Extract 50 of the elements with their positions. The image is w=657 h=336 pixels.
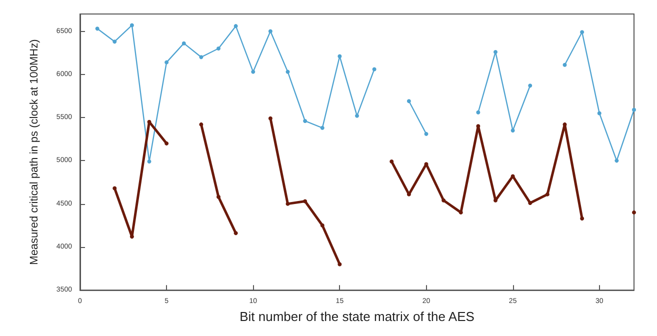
point <box>147 120 152 124</box>
point <box>286 202 290 206</box>
point <box>112 40 117 44</box>
point <box>320 223 324 228</box>
x-axis-title: Bit number of the state matrix of the AES <box>240 309 475 324</box>
point <box>130 23 134 28</box>
point <box>545 192 550 196</box>
point <box>580 216 584 220</box>
point <box>390 160 394 164</box>
point <box>303 118 308 123</box>
point <box>562 122 567 126</box>
point <box>372 67 376 72</box>
point <box>597 111 602 116</box>
point <box>95 26 100 31</box>
point <box>614 158 619 163</box>
point <box>147 160 152 164</box>
point <box>216 194 220 199</box>
point <box>182 41 186 46</box>
point <box>234 231 238 236</box>
point <box>424 132 428 136</box>
point <box>528 200 532 205</box>
point <box>320 126 324 130</box>
point <box>494 50 498 54</box>
point <box>442 198 446 202</box>
point <box>251 70 256 74</box>
point <box>406 99 411 104</box>
point <box>199 55 204 60</box>
point <box>355 114 359 118</box>
point <box>562 62 567 67</box>
point <box>216 46 220 51</box>
point <box>268 116 272 120</box>
point <box>338 54 342 58</box>
point <box>164 141 169 146</box>
point <box>338 262 342 266</box>
point <box>632 108 636 112</box>
point <box>632 210 636 214</box>
point <box>286 70 290 74</box>
point <box>476 110 480 114</box>
point <box>164 60 169 64</box>
point <box>303 199 308 204</box>
point <box>580 30 584 34</box>
point <box>130 234 134 239</box>
point <box>112 186 117 190</box>
point <box>528 84 532 88</box>
point <box>234 24 238 28</box>
point <box>476 124 480 128</box>
y-axis-title: Measured critical path in ps (clock at 100MHz) <box>28 39 40 265</box>
point <box>510 128 515 132</box>
point <box>199 122 204 126</box>
point <box>268 29 272 34</box>
